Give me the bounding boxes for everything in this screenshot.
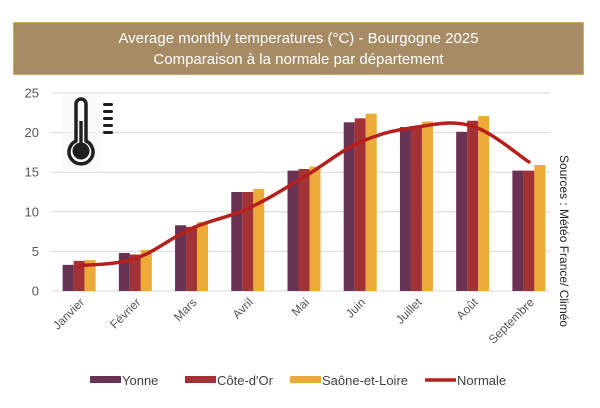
legend-swatch xyxy=(90,376,121,383)
x-axis-ticks: Janvier Février Mars Avril Mai Juin Juillet Aoû… xyxy=(50,295,537,347)
legend-item-sa-ne-et-loire: Saône-et-Loire xyxy=(290,373,408,388)
bar-yonne-8 xyxy=(512,170,524,291)
bar-c-te-d-or-7 xyxy=(467,120,479,291)
bar-yonne-0 xyxy=(62,264,74,291)
normale-line-path xyxy=(77,121,531,268)
bar-c-te-d-or-5 xyxy=(354,118,366,292)
bar-yonne-3 xyxy=(231,192,243,291)
normale-line xyxy=(77,121,531,268)
chart-subtitle: Comparaison à la normale par département xyxy=(153,50,444,68)
legend-item-normale: Normale xyxy=(425,373,506,388)
bar-sa-ne-et-loire-6 xyxy=(421,121,433,292)
y-tick-label: 5 xyxy=(32,244,39,259)
x-tick-label: Septembre xyxy=(486,295,538,347)
x-tick-label: Mars xyxy=(171,295,200,324)
chart-title: Average monthly temperatures (°C) - Bour… xyxy=(118,29,479,47)
bar-c-te-d-or-8 xyxy=(523,170,535,291)
source-annotation: Sources : Météo France/ Climéo xyxy=(557,155,571,327)
legend-label: Yonne xyxy=(122,373,158,388)
legend-item-c-te-d-or: Côte-d'Or xyxy=(185,373,274,388)
chart-header: Average monthly temperatures (°C) - Bour… xyxy=(13,22,584,75)
thermometer-icon xyxy=(62,95,113,169)
bar-yonne-2 xyxy=(175,225,187,291)
x-tick-label: Juillet xyxy=(393,295,425,327)
bar-c-te-d-or-3 xyxy=(242,192,254,291)
bar-sa-ne-et-loire-5 xyxy=(365,113,377,291)
bar-yonne-4 xyxy=(287,170,299,291)
legend-label: Normale xyxy=(457,373,506,388)
x-tick-label: Août xyxy=(453,295,481,323)
y-tick-label: 15 xyxy=(25,165,39,180)
bar-yonne-1 xyxy=(118,252,130,291)
bar-sa-ne-et-loire-8 xyxy=(534,165,546,291)
y-tick-label: 20 xyxy=(25,125,39,140)
bar-series xyxy=(62,113,546,292)
bar-yonne-6 xyxy=(399,127,411,291)
y-tick-label: 10 xyxy=(25,204,39,219)
bar-yonne-5 xyxy=(343,122,355,291)
bar-sa-ne-et-loire-1 xyxy=(140,249,152,291)
bar-sa-ne-et-loire-3 xyxy=(253,188,265,291)
y-axis-ticks: 0 5 10 15 20 25 xyxy=(25,86,39,299)
legend: Yonne Côte-d'Or Saône-et-Loire Normale xyxy=(90,373,506,388)
bar-sa-ne-et-loire-0 xyxy=(84,260,96,291)
bar-sa-ne-et-loire-4 xyxy=(309,166,321,291)
x-tick-label: Janvier xyxy=(50,295,87,332)
legend-swatch xyxy=(290,376,321,383)
bar-c-te-d-or-2 xyxy=(186,226,198,291)
x-tick-label: Avril xyxy=(230,295,256,321)
bar-c-te-d-or-0 xyxy=(73,260,85,291)
bar-sa-ne-et-loire-2 xyxy=(197,222,209,291)
x-tick-label: Mai xyxy=(289,295,313,319)
bar-c-te-d-or-1 xyxy=(129,254,141,291)
legend-label: Côte-d'Or xyxy=(217,373,274,388)
legend-item-yonne: Yonne xyxy=(90,373,158,388)
bar-c-te-d-or-4 xyxy=(298,169,310,291)
y-tick-label: 25 xyxy=(25,86,39,101)
x-tick-label: Février xyxy=(107,295,143,331)
x-tick-label: Juin xyxy=(343,295,368,320)
legend-label: Saône-et-Loire xyxy=(322,373,408,388)
bar-c-te-d-or-6 xyxy=(410,126,422,291)
legend-swatch xyxy=(185,376,216,383)
bar-sa-ne-et-loire-7 xyxy=(478,115,490,291)
y-tick-label: 0 xyxy=(32,284,39,299)
bar-yonne-7 xyxy=(456,131,468,291)
